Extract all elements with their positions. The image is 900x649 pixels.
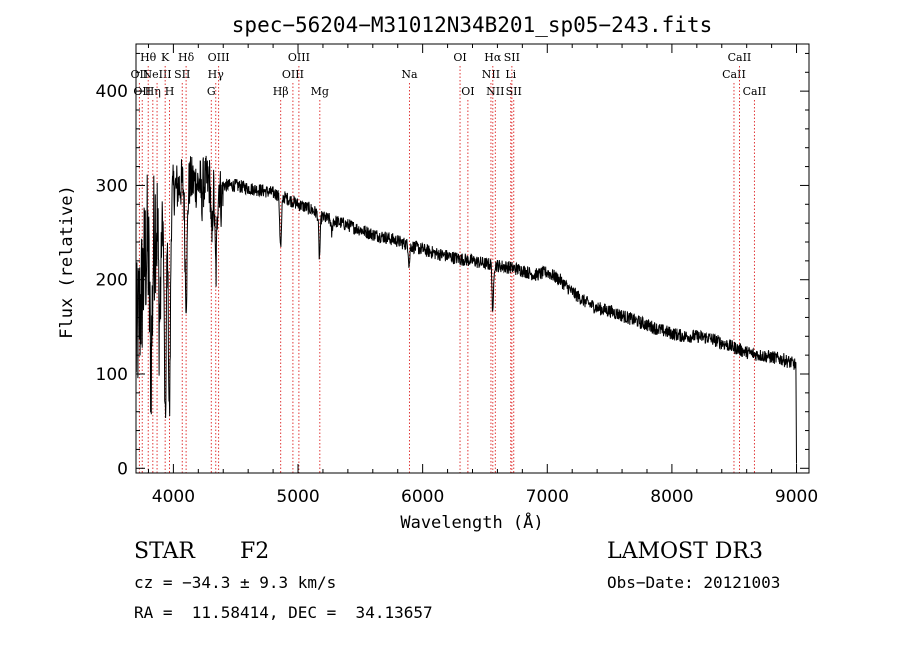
x-tick-label: 8000	[650, 487, 693, 507]
line-marker-label-7: SII	[174, 68, 190, 81]
line-marker-label-17: OI	[453, 51, 466, 64]
x-tick-label: 5000	[276, 487, 319, 507]
x-tick-label: 6000	[401, 487, 444, 507]
coordinates-text: RA = 11.58414, DEC = 34.13657	[134, 603, 433, 622]
line-marker-label-14: OIII	[288, 51, 310, 64]
emission-line-markers: OIIOIIHθHηNeIIIKHSIIHδGHγOIIIHβOIIIOIIIM…	[131, 51, 767, 473]
x-tick-label: 4000	[152, 487, 195, 507]
line-marker-label-21: NII	[486, 85, 504, 98]
line-marker-label-0: OII	[131, 68, 149, 81]
line-marker-label-9: G	[207, 85, 216, 98]
redshift-text: cz = −34.3 ± 9.3 km/s	[134, 573, 337, 592]
y-tick-label: 0	[117, 459, 128, 479]
x-tick-label: 9000	[775, 487, 818, 507]
line-marker-label-23: SII	[504, 51, 520, 64]
line-marker-label-22: Li	[505, 68, 516, 81]
obs-date-text: Obs−Date: 20121003	[607, 573, 781, 592]
line-marker-label-3: Hη	[145, 85, 161, 98]
survey-name: LAMOST DR3	[607, 539, 763, 564]
line-marker-label-16: Na	[401, 68, 418, 81]
x-tick-label: 7000	[526, 487, 569, 507]
object-class: STAR	[134, 539, 195, 564]
line-marker-label-20: Hα	[484, 51, 502, 64]
spectrum-line	[135, 155, 797, 464]
line-marker-label-18: OI	[461, 85, 474, 98]
line-marker-label-8: Hδ	[178, 51, 195, 64]
line-marker-label-25: CaII	[722, 68, 746, 81]
chart-title: spec−56204−M31012N34B201_sp05−243.fits	[232, 13, 712, 37]
axis-ticks: 4000 5000 6000 7000 8000 9000 0 100 200 300 400	[96, 44, 818, 507]
line-marker-label-5: K	[161, 51, 170, 64]
line-marker-label-10: Hγ	[208, 68, 225, 81]
line-marker-label-4: NeIII	[142, 68, 171, 81]
y-tick-label: 200	[96, 271, 128, 291]
plot-frame	[135, 43, 810, 474]
y-tick-label: 300	[96, 176, 128, 196]
line-marker-label-6: H	[165, 85, 175, 98]
line-marker-label-24: SII	[506, 85, 522, 98]
spectral-subclass: F2	[240, 539, 270, 564]
y-axis-label: Flux (relative)	[57, 185, 77, 339]
line-marker-label-27: CaII	[743, 85, 767, 98]
y-tick-label: 100	[96, 365, 128, 385]
line-marker-label-15: Mg	[311, 85, 329, 98]
line-marker-label-19: NII	[482, 68, 500, 81]
line-marker-label-11: OIII	[208, 51, 230, 64]
line-marker-label-12: Hβ	[273, 85, 289, 98]
line-marker-label-13: OIII	[282, 68, 304, 81]
x-axis-label: Wavelength (Å)	[400, 511, 543, 533]
line-marker-label-26: CaII	[728, 51, 752, 64]
y-tick-label: 400	[96, 82, 128, 102]
line-marker-label-2: Hθ	[140, 51, 157, 64]
